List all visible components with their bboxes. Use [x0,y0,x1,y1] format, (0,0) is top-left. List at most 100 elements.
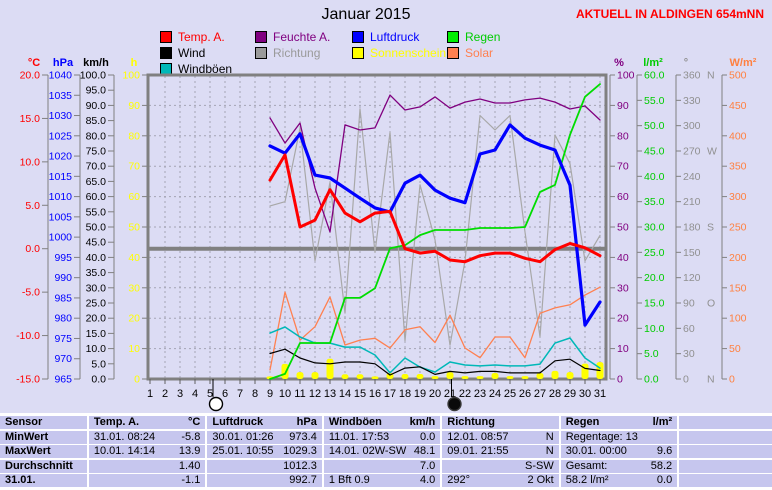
cell-text: 31.01. [5,474,36,486]
legend-item-windboeen: Windböen [160,61,232,77]
svg-text:19: 19 [414,388,426,400]
svg-text:180: 180 [683,222,701,234]
svg-text:1015: 1015 [49,171,73,183]
legend: Temp. A. Feuchte A. Luftdruck Regen Wind Rich… [160,29,620,77]
series-feuchte-a-line [269,94,601,233]
svg-text:-15.0: -15.0 [16,374,40,386]
svg-text:50: 50 [128,222,140,234]
svg-text:0: 0 [683,374,689,386]
table-row: 31.01. -1.1 992.7 1 Bft 0.9 4.0 292° 2 Okt 58.2… [0,474,772,487]
svg-text:23: 23 [474,388,486,400]
table-cell: 992.7 [207,474,322,487]
svg-text:50.0: 50.0 [644,120,665,132]
svg-text:27: 27 [534,388,546,400]
table-cell: 292° 2 Okt [442,474,559,487]
svg-text:500: 500 [729,70,747,82]
table-cell [679,430,772,444]
svg-text:%: % [614,57,624,69]
svg-text:30.0: 30.0 [644,222,665,234]
cell-value: -1.1 [181,474,201,486]
svg-text:65.0: 65.0 [86,176,107,188]
svg-text:210: 210 [683,196,701,208]
svg-text:965: 965 [54,374,72,386]
cell-text: 09.01. 21:55 [447,445,509,457]
svg-text:18: 18 [399,388,411,400]
table-cell: 12.01. 08:57 N [442,430,559,444]
cell-value: S-SW [525,459,554,472]
svg-text:5.0: 5.0 [644,348,659,360]
svg-text:990: 990 [54,272,72,284]
table-cell [679,474,772,487]
svg-text:5.0: 5.0 [25,200,40,212]
svg-text:30: 30 [683,348,695,360]
svg-text:14: 14 [339,388,351,400]
series-luftdruck-line [268,123,602,327]
svg-text:30: 30 [128,282,140,294]
table-cell: 58.2 l/m² 0.0 [560,474,678,487]
svg-text:10: 10 [617,343,629,355]
svg-text:l/m²: l/m² [643,57,663,69]
legend-label: Temp. A. [178,30,225,44]
svg-text:70: 70 [617,161,629,173]
cell-text: 12.01. 08:57 [447,430,509,443]
luftdruck-swatch-icon [352,31,364,43]
cell-text: 10.01. 14:14 [93,445,156,457]
cell-text: Luftdruck [212,416,264,428]
svg-text:h: h [131,57,138,69]
cell-value: 1029.3 [283,445,317,457]
table-cell [679,416,772,429]
moon-markers [208,379,462,412]
new-moon-icon [447,396,462,412]
svg-text:5.0: 5.0 [91,358,106,370]
svg-text:0.0: 0.0 [91,374,106,386]
svg-text:95.0: 95.0 [86,85,107,97]
table-cell: MinWert [0,430,87,444]
svg-text:970: 970 [54,353,72,365]
svg-text:20.0: 20.0 [644,272,665,284]
y-axis-celsius: °C20.0 15.0 10.0 5.0 0.0 -5.0 -10.0 -15.0 [16,57,49,386]
svg-text:75.0: 75.0 [86,146,107,158]
table-cell: 7.0 [323,459,441,473]
svg-text:55.0: 55.0 [86,206,107,218]
svg-text:13: 13 [324,388,336,400]
cell-value: 58.2 [650,459,673,472]
table-cell: -1.1 [88,474,206,487]
table-cell: 25.01. 10:55 1029.3 [207,445,322,458]
legend-label: Richtung [273,46,321,60]
legend-item-regen: Regen [447,29,500,45]
page-title: Januar 2015 [321,6,411,23]
legend-label: Wind [178,46,206,60]
sonnenschein-swatch-icon [352,47,364,59]
svg-text:26: 26 [519,388,531,400]
svg-text:0.0: 0.0 [25,243,40,255]
svg-text:200: 200 [729,252,747,264]
svg-text:N: N [707,374,715,386]
svg-text:20: 20 [617,313,629,325]
table-cell: MaxWert [0,445,87,458]
svg-text:60: 60 [683,323,695,335]
cell-text: 1 Bft 0.9 [328,474,370,486]
table-cell: 31.01. 08:24 -5.8 [88,430,206,444]
svg-text:300: 300 [729,191,747,203]
svg-text:O: O [707,298,715,310]
svg-text:90.0: 90.0 [86,100,107,112]
svg-text:35.0: 35.0 [86,267,107,279]
cell-text: 14.01. 02W-SW [328,445,407,457]
svg-text:15.0: 15.0 [644,298,665,310]
svg-text:10.0: 10.0 [20,156,41,168]
plot-frame [146,73,608,381]
svg-text:0.0: 0.0 [644,374,659,386]
svg-text:-5.0: -5.0 [22,287,40,299]
table-cell: 30.01. 00:00 9.6 [560,445,678,458]
table-cell: 10.01. 14:14 13.9 [88,445,206,458]
cell-value: 973.4 [289,430,317,443]
legend-row: Windböen [160,61,620,77]
cell-text: Temp. A. [93,416,140,428]
svg-text:100: 100 [617,70,635,82]
svg-text:11: 11 [294,388,305,400]
cell-value: 0.0 [419,430,436,443]
